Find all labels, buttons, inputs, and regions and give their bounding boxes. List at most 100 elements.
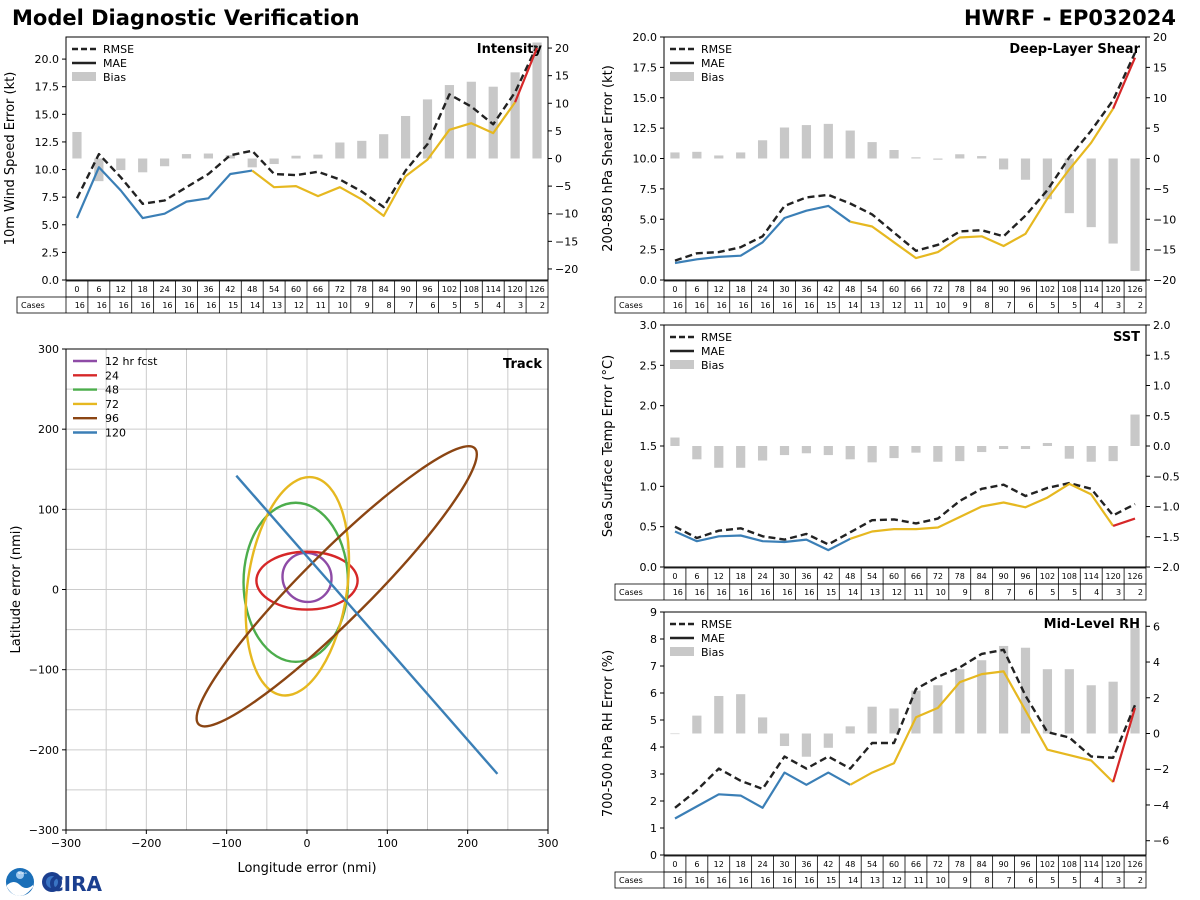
bias-bar [714,695,724,734]
bias-bar [933,685,943,734]
forecast-hour-cell: 42 [225,285,235,294]
panel-track: −300−300 −200 −200 −100 −100 0 0 100 100 200 200 30… [9,343,559,876]
cases-row-label: Cases [619,301,643,310]
forecast-hour-cell: 114 [1084,285,1099,294]
bias-bar [335,142,345,159]
case-count-cell: 16 [673,876,683,885]
case-count-cell: 9 [365,301,370,310]
bias-bar [823,446,833,456]
case-count-cell: 16 [804,876,814,885]
bias-bar [867,446,877,463]
y2-tick-label: −20 [1153,274,1176,287]
case-count-cell: 16 [97,301,107,310]
panel-title: Deep-Layer Shear [1009,42,1140,57]
y2-tick-label: −20 [555,263,578,276]
forecast-hour-cell: 18 [736,860,746,869]
case-count-cell: 16 [804,588,814,597]
x-tick-label: −200 [131,837,161,850]
y-tick-label: 12.5 [633,122,658,135]
case-count-cell: 5 [452,301,457,310]
bias-bar [247,158,257,168]
bias-bar [1020,158,1031,180]
bias-bar [977,156,987,159]
forecast-hour-cell: 36 [203,285,213,294]
y-axis-label: Sea Surface Temp Error (°C) [601,355,616,537]
bias-bar [823,733,833,748]
forecast-hour-cell: 84 [977,572,987,581]
case-count-cell: 16 [738,876,748,885]
forecast-hour-cell: 72 [933,285,943,294]
case-count-cell: 16 [695,588,705,597]
case-count-cell: 10 [936,301,946,310]
case-count-cell: 16 [673,301,683,310]
case-count-cell: 13 [870,876,880,885]
bias-bar [670,437,680,446]
forecast-hour-cell: 48 [845,572,855,581]
bias-bar [225,155,235,159]
bias-bar [1064,669,1074,734]
mae-line-late [1112,517,1136,527]
case-count-cell: 16 [804,301,814,310]
case-count-cell: 16 [717,301,727,310]
forecast-hour-cell: 90 [998,860,1008,869]
forecast-hour-cell: 96 [1020,285,1030,294]
case-count-cell: 16 [140,301,150,310]
page-title: Model Diagnostic Verification [12,6,360,30]
forecast-hour-cell: 30 [779,572,789,581]
case-count-cell: 5 [1050,876,1055,885]
bias-bar [291,155,301,159]
forecast-hour-cell: 102 [1040,572,1055,581]
forecast-hour-cell: 72 [933,572,943,581]
y2-tick-label: 6 [1153,620,1160,633]
mae-line-late [1112,707,1137,783]
bias-bar [1042,669,1053,734]
forecast-hour-cell: 30 [779,860,789,869]
x-tick-label: −100 [212,837,242,850]
case-count-cell: 2 [1138,588,1143,597]
forecast-hour-cell: 48 [845,285,855,294]
y-tick-label: 1.5 [640,440,658,453]
legend-bias-swatch [72,72,96,81]
y2-tick-label: −10 [555,208,578,221]
y-tick-label: −200 [29,744,59,757]
bias-bar [181,154,192,159]
legend-bias-label: Bias [701,646,724,659]
y-tick-label: 0 [650,849,657,862]
forecast-hour-cell: 42 [823,285,833,294]
case-count-cell: 6 [1028,588,1033,597]
bias-bar [889,149,899,159]
forecast-hour-cell: 48 [845,860,855,869]
forecast-hour-cell: 0 [672,572,677,581]
forecast-hour-cell: 78 [955,285,965,294]
forecast-hour-cell: 24 [159,285,169,294]
mae-line-mid [849,108,1115,260]
y-tick-label: 0.0 [42,274,60,287]
case-count-cell: 9 [963,876,968,885]
y2-tick-label: 0.0 [1153,440,1171,453]
bias-bar [1130,628,1140,734]
y2-tick-label: −1.0 [1153,501,1180,514]
y2-tick-label: −6 [1153,835,1169,848]
y2-tick-label: −4 [1153,799,1169,812]
bias-bar [757,717,768,734]
case-count-cell: 16 [738,588,748,597]
y-tick-label: −300 [29,824,59,837]
mae-line-late [514,47,539,103]
forecast-hour-cell: 120 [507,285,522,294]
forecast-hour-cell: 78 [357,285,367,294]
case-count-cell: 16 [782,301,792,310]
case-count-cell: 13 [870,301,880,310]
bias-bar [977,660,987,734]
case-count-cell: 16 [738,301,748,310]
x-tick-label: 200 [457,837,478,850]
bias-bar [779,446,790,456]
case-count-cell: 15 [826,876,836,885]
bias-bar [801,125,812,159]
forecast-hour-cell: 126 [1127,572,1142,581]
forecast-hour-cell: 96 [1020,572,1030,581]
bias-bar [1042,442,1053,446]
bias-bar [72,131,82,159]
bias-bar [422,99,433,159]
legend-bias-swatch [670,72,694,81]
legend-label: 12 hr fcst [105,355,158,368]
